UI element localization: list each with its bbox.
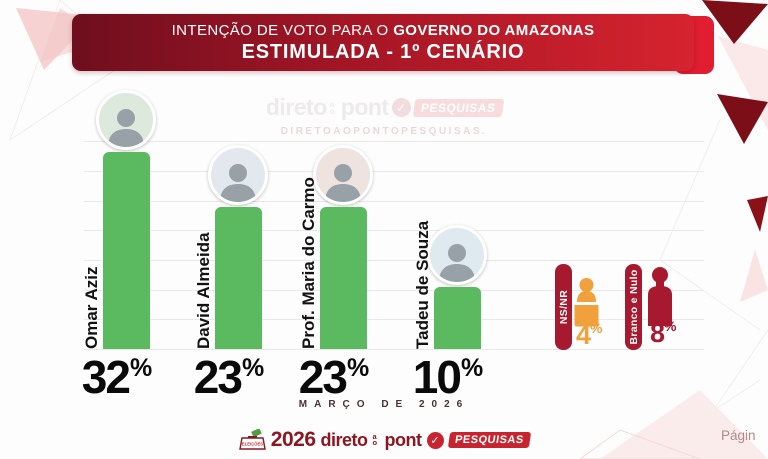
bar-maria-do-carmo	[319, 207, 367, 349]
candidate-name: David Almeida	[194, 232, 213, 349]
bar-group-tadeu-de-souza	[427, 225, 487, 349]
footer-logo: ELEIÇÕES 2026 direto ao pont PESQUISAS	[0, 428, 768, 452]
footer-brand-word1: direto	[320, 429, 369, 450]
bar-group-omar-aziz	[96, 90, 156, 349]
page-number-label: Págin	[721, 428, 756, 443]
person-icon-ns-nr	[574, 278, 599, 327]
bar-group-maria-do-carmo	[313, 145, 373, 349]
pill-ns-nr-label: NS/NR	[558, 289, 570, 325]
pill-ns-nr: NS/NR	[555, 264, 572, 350]
person-photo-icon	[325, 164, 361, 202]
ballot-box-icon: ELEIÇÕES	[238, 429, 266, 450]
title-line1-bold: GOVERNO DO AMAZONAS	[393, 21, 595, 39]
candidate-photo-omar-aziz	[96, 90, 156, 150]
person-photo-icon	[439, 244, 475, 282]
value-label: 10%	[412, 351, 484, 403]
person-icon-branco-nulo	[648, 267, 672, 326]
footer-brand-word3: pont	[384, 429, 422, 450]
footer-badge: PESQUISAS	[447, 432, 531, 448]
value-label-ns-nr: 4%	[576, 320, 603, 350]
candidate-name: Tadeu de Souza	[413, 220, 432, 349]
bar-david-almeida	[214, 207, 262, 349]
candidate-photo-tadeu-de-souza	[427, 225, 487, 285]
bar-tadeu-de-souza	[433, 287, 481, 349]
candidate-photo-maria-do-carmo	[313, 145, 373, 205]
footer-year: 2026	[270, 428, 316, 451]
candidate-photo-david-almeida	[208, 145, 268, 205]
title-line1: INTENÇÃO DE VOTO PARA O GOVERNO DO AMAZO…	[172, 22, 595, 39]
person-photo-icon	[108, 109, 144, 147]
period-label: MARÇO DE 2026	[298, 399, 470, 410]
value-label: 32%	[81, 351, 153, 403]
title-banner: INTENÇÃO DE VOTO PARA O GOVERNO DO AMAZO…	[72, 14, 694, 71]
candidate-name: Omar Aziz	[82, 266, 101, 349]
candidate-name: Prof. Maria do Carmo	[299, 177, 318, 349]
bar-omar-aziz	[102, 152, 150, 349]
pill-branco-nulo: Branco e Nulo	[625, 264, 642, 350]
value-label: 23%	[298, 351, 370, 403]
footer-brand-word2: ao	[372, 431, 378, 447]
title-line2: ESTIMULADA - 1º CENÁRIO	[241, 40, 525, 63]
value-label-branco-nulo: 8%	[650, 318, 677, 348]
value-label: 23%	[193, 351, 265, 403]
person-photo-icon	[220, 164, 256, 202]
pill-branco-nulo-label: Branco e Nulo	[628, 269, 640, 345]
bar-group-david-almeida	[208, 145, 268, 349]
check-icon	[426, 431, 444, 449]
title-line1-regular: INTENÇÃO DE VOTO PARA O	[171, 21, 389, 39]
ballot-box-label: ELEIÇÕES	[242, 442, 263, 447]
